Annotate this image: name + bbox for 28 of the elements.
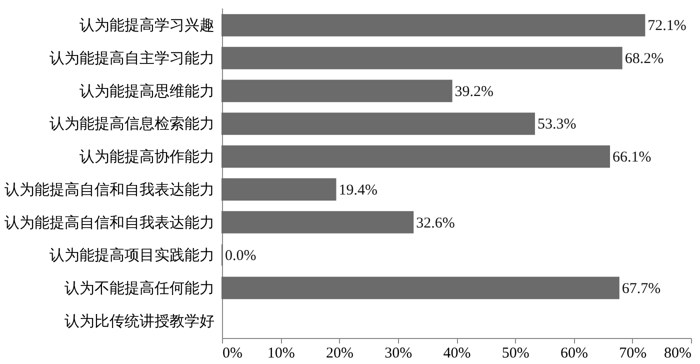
y-tick-label: 认为能提高自主学习能力: [50, 50, 214, 68]
data-label: 53.3%: [537, 116, 576, 133]
x-tick-label: 70%: [619, 346, 647, 362]
data-label: 67.7%: [622, 280, 661, 297]
y-tick-label: 认为比传统讲授教学好: [64, 312, 214, 330]
data-label: 0.0%: [225, 248, 256, 264]
data-label: 39.2%: [454, 84, 494, 100]
data-label: 32.6%: [416, 215, 455, 232]
y-tick-label: 认为能提高学习兴趣: [80, 17, 214, 34]
x-tick-label: 50%: [502, 346, 530, 362]
x-tick-label: 30%: [384, 346, 412, 362]
y-tick-label: 认为能提高思维能力: [80, 82, 214, 100]
y-tick-label: 认为能提高项目实践能力: [50, 247, 214, 264]
data-label: 19.4%: [338, 182, 378, 198]
data-label: 68.2%: [624, 51, 664, 68]
y-tick-label: 认为能提高协作能力: [80, 148, 214, 166]
y-tick-label: 认为能提高自信和自我表达能力: [4, 181, 214, 198]
x-tick-label: 60%: [560, 346, 588, 362]
x-tick-label: 40%: [443, 346, 471, 362]
x-tick-label: 20%: [326, 346, 354, 362]
x-tick-label: 80%: [664, 346, 692, 362]
y-tick-label: 认为能提高信息检索能力: [50, 116, 214, 133]
x-tick-label: 0%: [222, 346, 242, 362]
y-tick-label: 认为不能提高任何能力: [64, 280, 214, 297]
data-label: 72.1%: [648, 18, 686, 34]
data-label: 66.1%: [612, 150, 652, 166]
x-tick-label: 10%: [267, 346, 295, 362]
y-tick-label: 认为能提高自信和自我表达能力: [4, 214, 214, 232]
